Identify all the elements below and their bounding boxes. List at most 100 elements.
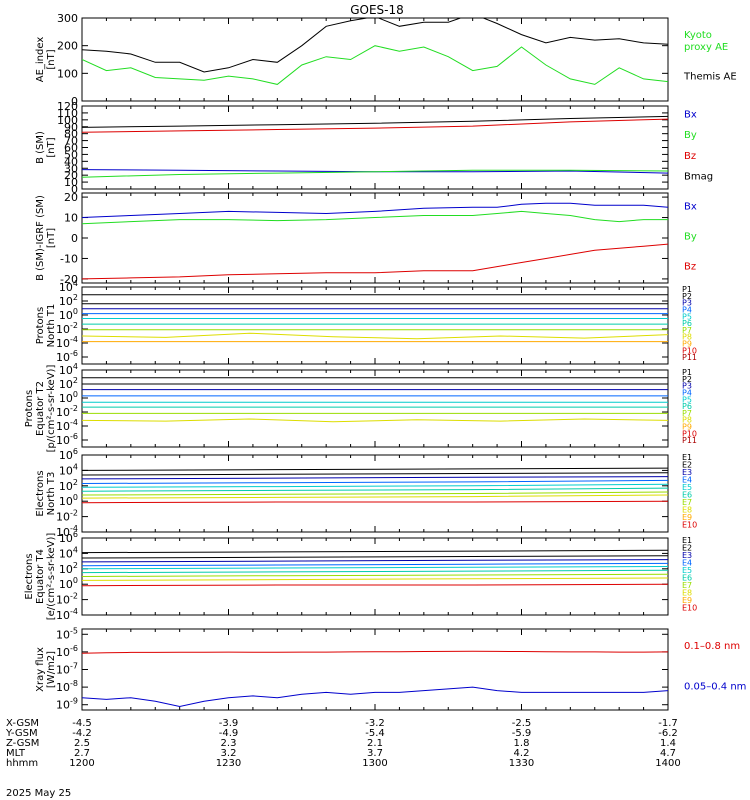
y-tick-label: 10 [64,212,78,225]
orbit-row-value: -4.5 [72,718,92,729]
legend-entry: 0.1–0.8 nm [684,641,740,652]
series-e2 [82,472,668,476]
orbit-row-value: -1.7 [658,718,678,729]
legend-entry: E3 [682,468,692,477]
legend-entry: Bx [684,109,697,120]
legend-entry: P3 [682,382,692,391]
y-tick-label: -20 [60,273,78,286]
y-tick-label: 10-7 [56,662,78,677]
orbit-row-value: 4.2 [514,748,530,759]
legend-entry: E8 [682,589,692,598]
y-axis-label: Protons [24,390,35,427]
legend-entry: 0.05–0.4 nm [684,682,746,693]
legend-entry: Bx [684,202,697,213]
legend-entry: P4 [682,388,692,397]
series-group [82,650,668,708]
series-bz [82,243,668,280]
y-tick-label: 100 [59,576,78,591]
legend-entry: P5 [682,312,692,321]
orbit-row-value: -3.2 [365,718,385,729]
legend-entry: Bmag [684,172,713,183]
y-tick-label: 0 [71,95,78,108]
y-tick-label: 40 [64,155,78,168]
legend-entry: P9 [682,423,692,432]
y-tick-label: 102 [59,376,78,391]
y-tick-label: 50 [64,148,78,161]
legend-entry: P8 [682,416,692,425]
series-e8 [82,494,668,499]
panel-3: -20 -10 0 10 20 B (SM)-IGRF (SM) [nT] Bx By Bz [35,191,697,286]
y-axis-label: Electrons [35,470,46,516]
legend-entry: P11 [682,436,697,445]
date-label: 2025 May 25 [6,788,71,799]
y-tick-label: 0 [71,183,78,196]
legend-entry: E2 [682,544,692,553]
legend-entry: P5 [682,395,692,404]
legend-entry: P4 [682,305,692,314]
y-axis-label: [e/(cm²-s-sr-keV)] [46,533,57,621]
orbit-row-value: 1230 [216,758,241,769]
series-by [82,169,668,178]
y-tick-label: 110 [57,107,78,120]
y-tick-label: 10-5 [56,626,78,641]
y-axis-label: B (SM)-IGRF (SM) [35,195,46,281]
legend-entry: E7 [682,581,692,590]
legend-entry: By [684,232,697,243]
y-tick-label: 20 [64,191,78,204]
y-axis-label: [nT] [46,49,57,69]
series-group [82,202,668,280]
y-tick-label: 104 [59,462,78,477]
y-tick-label: 10-8 [56,679,78,694]
orbit-row-label: X-GSM [6,718,39,729]
orbit-row-value: -5.4 [365,728,385,739]
orbit-row-value: -2.5 [512,718,532,729]
y-axis-label: [p/(cm²-s-sr-keV)] [46,365,57,453]
panel-frame [81,628,669,711]
orbit-row-value: 2.5 [74,738,90,749]
orbit-row-value: 1.8 [514,738,530,749]
legend-entry: E1 [682,453,692,462]
y-axis-label: Electrons [24,553,35,599]
series-kyoto-proxy-ae [82,45,668,85]
y-tick-label: 10-4 [56,335,78,350]
legend-entry: E6 [682,574,692,583]
orbit-row-value: -4.9 [219,728,239,739]
panel-frame [81,286,669,365]
legend-entry: P6 [682,402,692,411]
orbit-row-value: -4.2 [72,728,92,739]
legend-entry: Kyoto [684,30,712,41]
y-tick-label: 104 [59,545,78,560]
series-e1 [82,549,668,554]
series-group [82,377,668,423]
legend-entry: P11 [682,353,697,362]
orbit-row-label: hhmm [6,758,38,769]
orbit-row-value: 2.3 [221,738,237,749]
y-tick-label: 102 [59,561,78,576]
series-group [82,115,668,178]
orbit-row-value: 1400 [655,758,680,769]
orbit-row-value: 1330 [509,758,534,769]
panel-8: 10-9 10-8 10-7 10-6 10-5 Xray flux [W/m2] 0.1–0… [35,626,746,711]
legend-entry: P3 [682,299,692,308]
y-tick-label: 20 [64,169,78,182]
legend-entry: E2 [682,461,692,470]
legend-entry: P10 [682,346,697,355]
orbit-row-value: 3.2 [221,748,237,759]
series-group [82,294,668,343]
legend-entry: E8 [682,506,692,515]
series-group [82,467,668,504]
y-axis-label: Protons [35,307,46,344]
legend-entry: P8 [682,333,692,342]
y-tick-label: 100 [59,493,78,508]
legend-entry: Bz [684,151,696,162]
panel-frame [81,369,669,448]
y-tick-label: 10-9 [56,697,78,712]
series-0-1-0-8-nm [82,650,668,654]
y-tick-label: 10-2 [56,321,78,336]
series-e1 [82,467,668,471]
